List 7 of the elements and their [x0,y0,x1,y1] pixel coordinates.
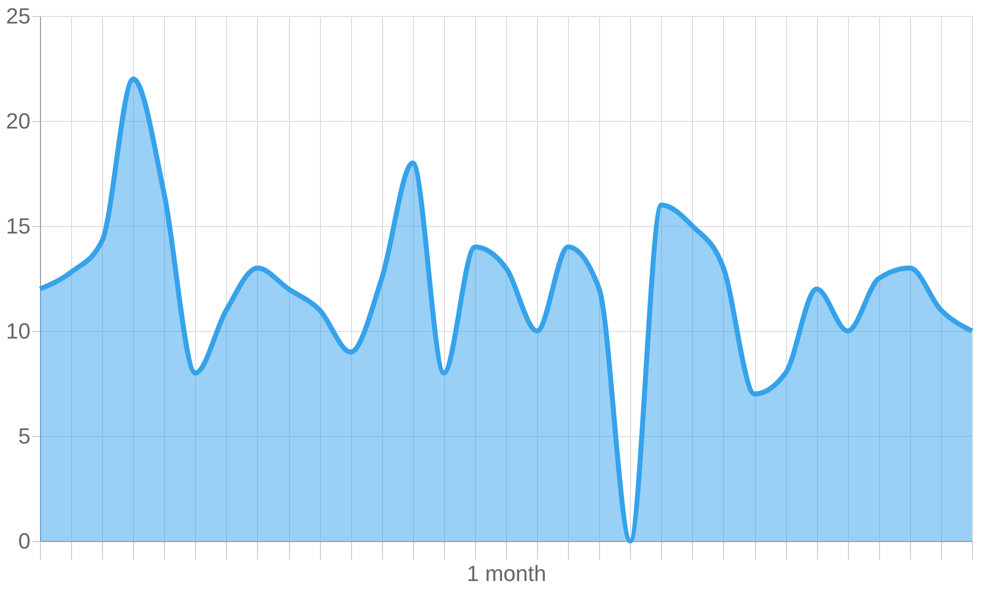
y-tick-label: 15 [6,214,30,238]
x-axis-title: 1 month [466,561,546,586]
y-tick-label: 10 [6,318,30,344]
y-tick-label: 5 [18,424,30,448]
y-tick-label: 0 [18,528,30,554]
y-tick-label: 25 [6,4,30,28]
y-tick-label: 20 [6,108,30,134]
